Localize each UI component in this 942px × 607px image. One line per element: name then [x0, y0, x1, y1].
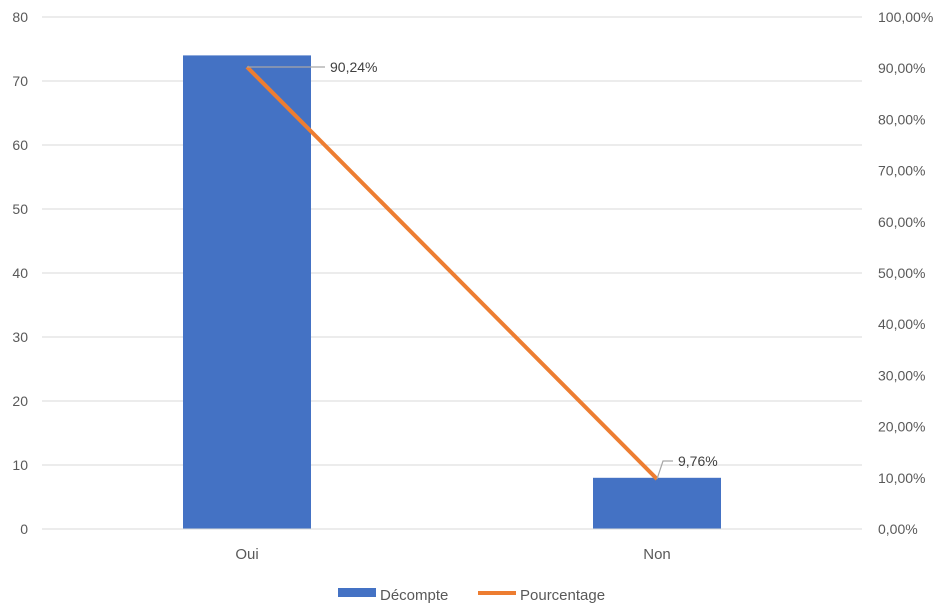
right-tick-label: 90,00% — [878, 60, 925, 76]
legend-label-decompte: Décompte — [380, 587, 448, 604]
category-label: Non — [643, 546, 671, 563]
left-tick-label: 20 — [12, 393, 28, 409]
left-tick-label: 10 — [12, 457, 28, 473]
legend[interactable]: Décompte Pourcentage — [338, 587, 605, 604]
right-y-axis: 0,00% 10,00% 20,00% 30,00% 40,00% 50,00% 60,00… — [878, 9, 933, 537]
x-axis: Oui Non — [42, 528, 862, 563]
right-tick-label: 80,00% — [878, 111, 925, 127]
left-tick-label: 0 — [20, 521, 28, 537]
data-label: 9,76% — [678, 453, 718, 469]
left-tick-label: 50 — [12, 201, 28, 217]
right-tick-label: 40,00% — [878, 316, 925, 332]
right-tick-label: 10,00% — [878, 470, 925, 486]
right-tick-label: 100,00% — [878, 9, 933, 25]
left-tick-label: 80 — [12, 9, 28, 25]
right-tick-label: 0,00% — [878, 521, 918, 537]
right-tick-label: 30,00% — [878, 367, 925, 383]
left-tick-label: 30 — [12, 329, 28, 345]
data-label: 90,24% — [330, 59, 377, 75]
right-tick-label: 70,00% — [878, 163, 925, 179]
category-label: Oui — [235, 546, 258, 563]
bar — [183, 55, 311, 530]
right-tick-label: 20,00% — [878, 419, 925, 435]
left-tick-label: 40 — [12, 265, 28, 281]
left-y-axis: 0 10 20 30 40 50 60 70 80 — [12, 9, 28, 537]
legend-label-pourcentage: Pourcentage — [520, 587, 605, 604]
left-tick-label: 70 — [12, 73, 28, 89]
right-tick-label: 60,00% — [878, 214, 925, 230]
bar — [593, 477, 721, 529]
data-labels: 90,24% 9,76% — [247, 59, 718, 480]
bar-series-decompte — [183, 55, 721, 530]
leader-line — [656, 460, 673, 480]
right-tick-label: 50,00% — [878, 265, 925, 281]
left-tick-label: 60 — [12, 137, 28, 153]
gridlines — [42, 16, 862, 466]
line-path — [245, 65, 659, 481]
legend-swatch-decompte — [338, 588, 376, 597]
